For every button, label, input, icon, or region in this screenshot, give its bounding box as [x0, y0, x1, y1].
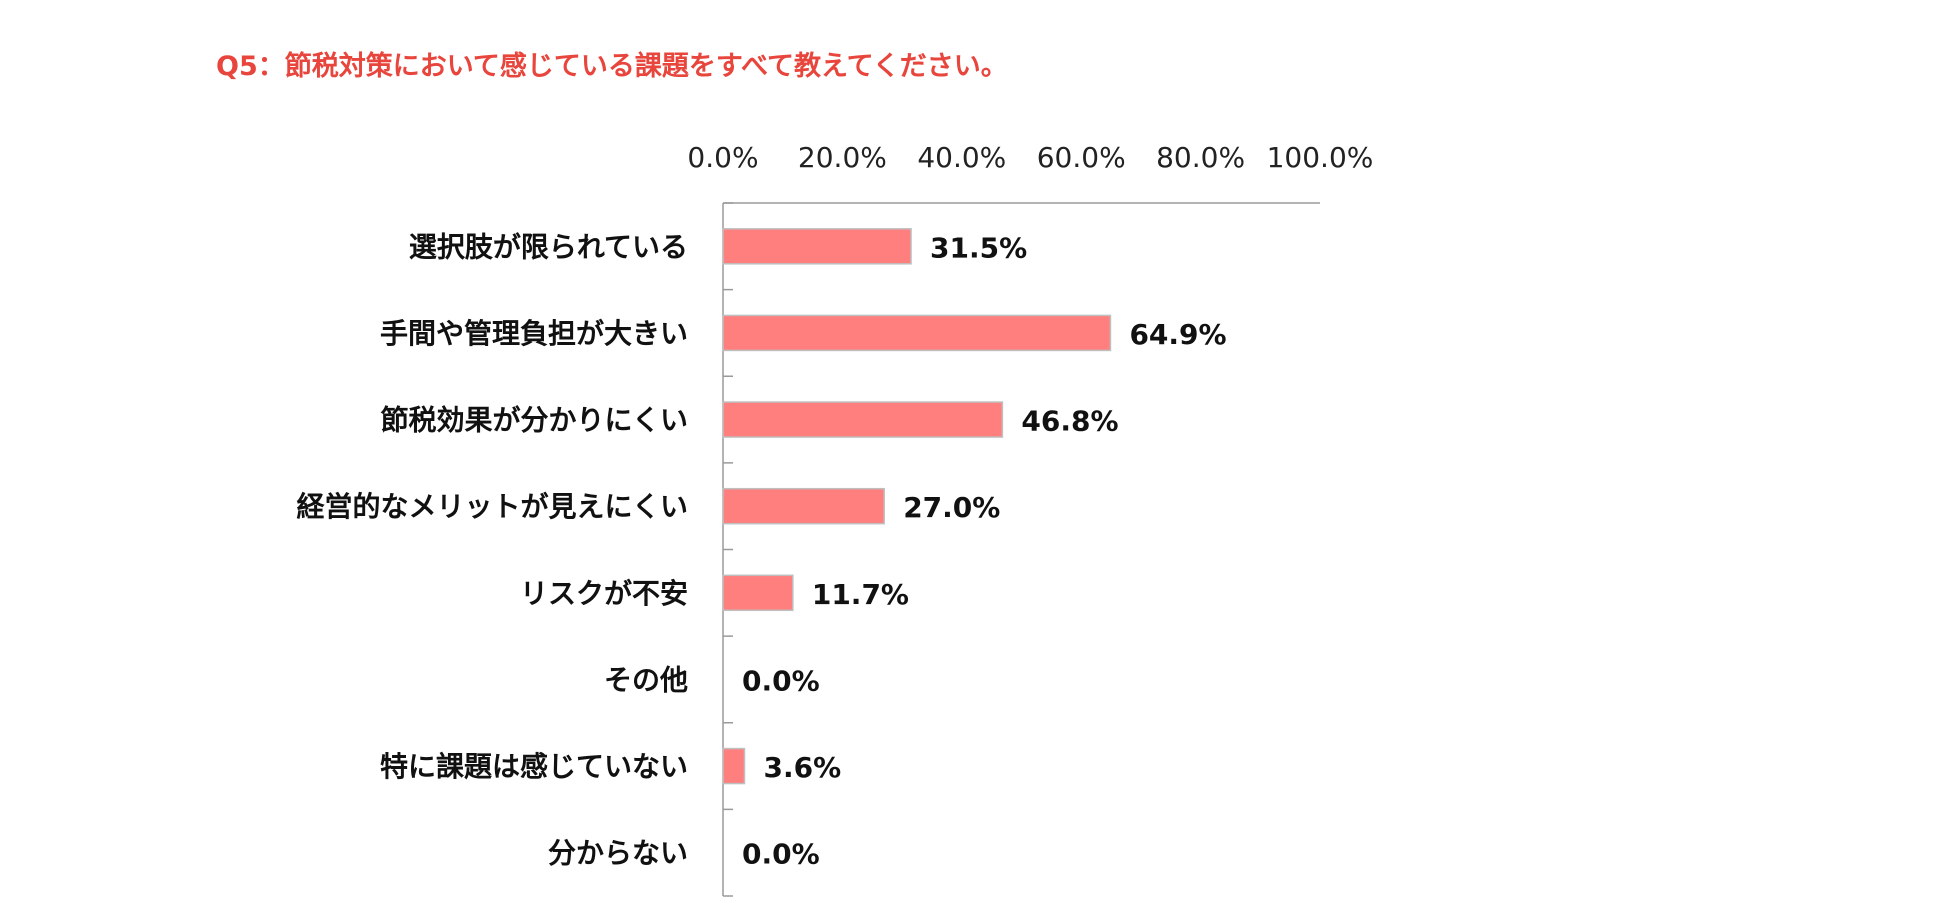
- category-label: 節税効果が分かりにくい: [381, 404, 688, 437]
- bar: [722, 574, 794, 612]
- x-tick-label: 0.0%: [687, 141, 758, 174]
- data-label: 11.7%: [812, 578, 909, 611]
- category-label: 選択肢が限られている: [409, 230, 688, 263]
- x-tick-label: 40.0%: [917, 141, 1006, 174]
- data-label: 27.0%: [903, 491, 1000, 524]
- value-labels: 31.5% 64.9% 46.8% 27.0% 11.7% 0.0% 3.6% 0.0%: [742, 231, 1227, 870]
- category-label: リスクが不安: [520, 577, 688, 610]
- bar: [722, 487, 885, 525]
- bar: [722, 228, 912, 265]
- chart-title: Q5：節税対策において感じている課題をすべて教えてください。: [216, 51, 1008, 82]
- category-labels: 選択肢が限られている手間や管理負担が大きい節税効果が分かりにくい経営的なメリット…: [297, 230, 688, 869]
- category-label: 特に課題は感じていない: [380, 750, 688, 783]
- x-tick-label: 100.0%: [1267, 141, 1374, 174]
- data-label: 0.0%: [742, 838, 820, 871]
- bar: [722, 401, 1004, 438]
- category-label: 分からない: [548, 837, 688, 870]
- category-label: その他: [604, 663, 688, 696]
- data-label: 64.9%: [1129, 318, 1226, 351]
- data-label: 31.5%: [930, 231, 1027, 264]
- data-label: 0.0%: [742, 664, 820, 697]
- bar: [722, 314, 1112, 352]
- data-label: 3.6%: [763, 751, 841, 784]
- bar: [722, 747, 746, 785]
- category-label: 手間や管理負担が大きい: [380, 317, 688, 350]
- x-tick-labels: 0.0% 20.0% 40.0% 60.0% 80.0% 100.0%: [687, 141, 1373, 174]
- data-label: 46.8%: [1021, 405, 1118, 438]
- category-label: 経営的なメリットが見えにくい: [297, 490, 688, 523]
- x-tick-label: 60.0%: [1037, 141, 1126, 174]
- bars: [722, 228, 1112, 785]
- axes: [722, 202, 1320, 897]
- x-tick-label: 20.0%: [798, 141, 887, 174]
- x-tick-label: 80.0%: [1156, 141, 1245, 174]
